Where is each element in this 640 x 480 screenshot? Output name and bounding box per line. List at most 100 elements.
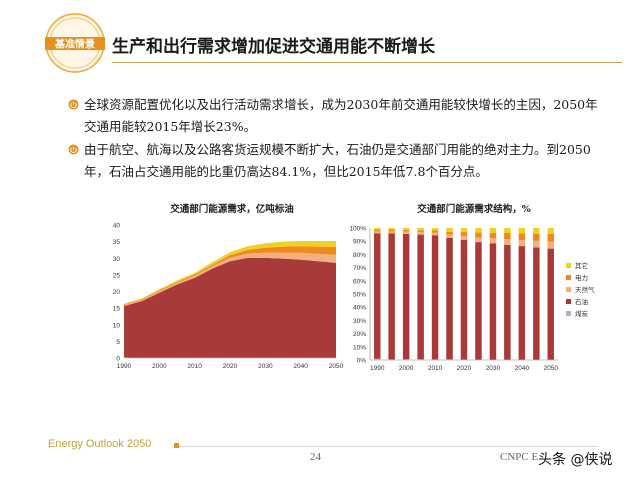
area-series-石油 [124, 257, 336, 358]
y-tick-label: 40% [353, 305, 366, 312]
legend-swatch [566, 287, 571, 292]
bar-segment-电力 [518, 233, 526, 240]
bar-segment-天然气 [504, 239, 511, 245]
bar-segment-天然气 [402, 231, 410, 234]
chart-title: 交通部门能源需求结构，% [417, 203, 531, 215]
x-tick-label: 2030 [258, 363, 273, 370]
bar-segment-天然气 [388, 231, 395, 234]
bullet-icon [68, 144, 79, 155]
bar-segment-其它 [547, 228, 554, 234]
y-tick-label: 20% [353, 331, 366, 338]
bar-segment-石油 [547, 248, 554, 360]
logo-text: 基准情景 [54, 38, 95, 51]
bar-segment-电力 [475, 232, 482, 238]
bar-segment-电力 [431, 230, 439, 233]
bar-segment-天然气 [374, 231, 381, 234]
bar-segment-电力 [374, 229, 381, 232]
x-tick-label: 1990 [370, 365, 385, 372]
area-series-电力 [124, 246, 336, 306]
legend-label: 其它 [575, 261, 588, 270]
bar-segment-电力 [460, 232, 468, 237]
x-tick-label: 2050 [329, 363, 344, 370]
bullet-text: 由于航空、航海以及公路客货运规模不断扩大，石油仍是交通部门用能的绝对主力。到20… [84, 142, 591, 179]
bar-segment-其它 [489, 228, 497, 233]
area-series-其它 [124, 241, 336, 305]
legend-swatch [566, 311, 571, 316]
legend-swatch [566, 275, 571, 280]
bar-segment-其它 [518, 228, 526, 234]
x-tick-label: 2010 [428, 365, 443, 372]
legend-swatch [566, 263, 571, 268]
watermark: 头条 @侠说 [538, 452, 613, 468]
y-tick-label: 0 [116, 356, 120, 363]
bar-segment-电力 [504, 233, 511, 240]
bar-segment-石油 [374, 233, 381, 359]
y-tick-label: 15 [113, 306, 121, 313]
bar-segment-其它 [417, 228, 424, 231]
bar-segment-石油 [402, 233, 410, 360]
x-tick-label: 2010 [187, 363, 202, 370]
bar-segment-石油 [504, 244, 511, 360]
legend-label: 煤炭 [575, 309, 589, 318]
bar-segment-石油 [388, 233, 395, 360]
x-tick-label: 2040 [293, 363, 308, 370]
footer-marker [174, 443, 179, 448]
bar-segment-天然气 [446, 234, 453, 238]
bar-segment-煤炭 [374, 358, 381, 360]
bar-segment-电力 [489, 232, 497, 239]
x-tick-label: 2000 [152, 363, 167, 370]
bar-segment-电力 [547, 233, 554, 242]
y-tick-label: 50% [353, 292, 366, 299]
bar-segment-天然气 [475, 237, 482, 243]
chart-title: 交通部门能源需求，亿吨标油 [170, 203, 294, 215]
page-title: 生产和出行需求增加促进交通用能不断增长 [112, 37, 435, 57]
x-tick-label: 2050 [544, 365, 559, 372]
y-tick-label: 0% [357, 358, 367, 365]
legend-swatch [566, 299, 571, 304]
bar-segment-其它 [402, 228, 410, 230]
bullet-item-1: 全球资源配置优化以及出行活动需求增长，成为2030年前交通用能较快增长的主因，2… [68, 94, 604, 138]
bar-segment-电力 [402, 229, 410, 232]
bar-segment-煤炭 [446, 359, 453, 360]
bar-segment-天然气 [547, 241, 554, 249]
y-tick-label: 80% [353, 252, 366, 259]
transport-energy-structure-chart: 交通部门能源需求结构，% 0% 10% 20% 30% 40% 50% 60% 70% 80% 9… [349, 203, 595, 372]
legend-label: 天然气 [575, 285, 595, 294]
y-tick-label: 25 [113, 272, 121, 279]
bar-segment-其它 [388, 228, 395, 230]
area-series-天然气 [124, 252, 336, 307]
y-tick-label: 10% [353, 344, 366, 351]
x-tick-label: 2020 [457, 365, 472, 372]
brand-logo: 基准情景 [45, 13, 105, 73]
bar-segment-其它 [533, 228, 540, 234]
bar-segment-其它 [431, 228, 439, 231]
bar-segment-其它 [460, 228, 468, 233]
x-tick-label: 2040 [515, 365, 530, 372]
bar-segment-其它 [475, 228, 482, 233]
y-tick-label: 20 [113, 289, 121, 296]
bar-segment-电力 [446, 231, 453, 235]
bar-segment-其它 [446, 228, 453, 232]
bar-segment-石油 [460, 240, 468, 360]
y-tick-label: 60% [353, 278, 366, 285]
y-tick-label: 70% [353, 265, 366, 272]
bar-segment-其它 [504, 228, 511, 233]
bar-segment-煤炭 [460, 359, 468, 360]
footer-divider [178, 446, 598, 447]
bar-segment-煤炭 [431, 359, 439, 360]
bar-segment-天然气 [518, 240, 526, 247]
legend-label: 电力 [575, 273, 588, 282]
bullet-text: 全球资源配置优化以及出行活动需求增长，成为2030年前交通用能较快增长的主因，2… [84, 97, 598, 134]
bar-segment-天然气 [431, 232, 439, 236]
bar-segment-天然气 [417, 232, 424, 235]
y-tick-label: 100% [349, 226, 366, 233]
bar-segment-煤炭 [402, 359, 410, 360]
y-tick-label: 10 [113, 322, 121, 329]
bar-segment-其它 [374, 228, 381, 230]
bar-segment-电力 [533, 233, 540, 241]
bar-segment-石油 [489, 243, 497, 360]
bullet-icon [68, 99, 79, 110]
page-number: 24 [310, 451, 321, 463]
bar-segment-煤炭 [417, 359, 424, 360]
x-tick-label: 2000 [399, 365, 414, 372]
